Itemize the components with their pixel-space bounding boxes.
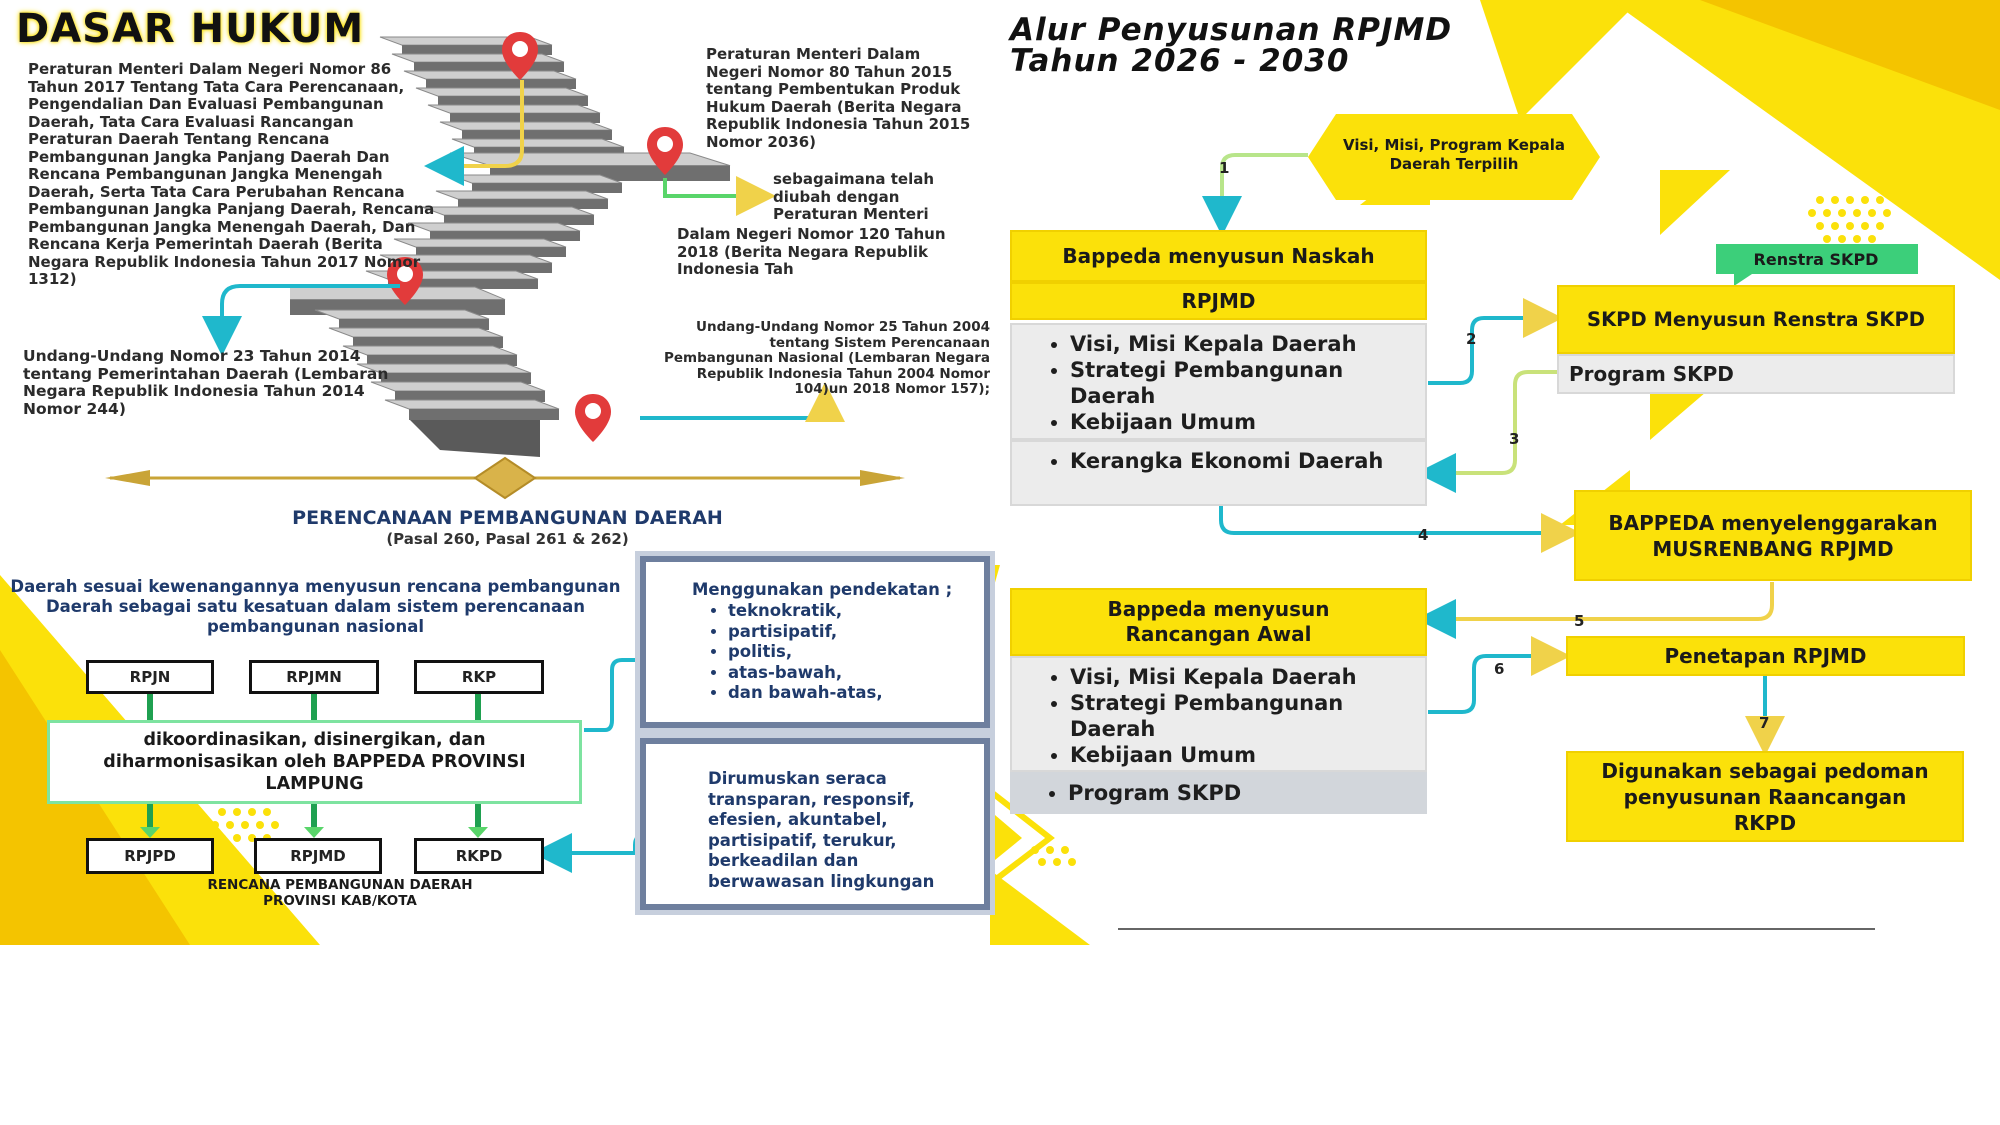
alur-title-line-2: Tahun 2026 - 2030 <box>1010 43 1350 79</box>
program-skpd-box: Program SKPD <box>1557 354 1955 394</box>
naskah-extra-item: Kerangka Ekonomi Daerah <box>1070 448 1425 474</box>
location-pin-icon <box>502 32 538 80</box>
law-amendment-intro: sebagaimana telah diubah dengan Peratura… <box>773 170 935 223</box>
law-uu-25-2004: Undang-Undang Nomor 25 Tahun 2004 tentan… <box>663 319 990 397</box>
approach-item: teknokratik, <box>728 601 984 622</box>
naskah-item: Kebijaan Umum <box>1070 409 1425 435</box>
left-connectors <box>140 80 845 873</box>
renstra-tag-shape <box>1716 244 1918 286</box>
location-pin-icon <box>575 394 611 442</box>
coordination-box: dikoordinasikan, disinergikan, dan dihar… <box>47 720 582 804</box>
digunakan-box: Digunakan sebagai pedoman penyusunan Raa… <box>1566 751 1964 842</box>
step-5-number: 5 <box>1574 612 1585 630</box>
approach-item: politis, <box>728 642 984 663</box>
naskah-rpjmd: RPJMD <box>1010 282 1427 320</box>
staircase-illustration <box>290 36 731 457</box>
naskah-item: Strategi Pembangunan Daerah <box>1070 357 1425 409</box>
law-uu-23-2014: Undang-Undang Nomor 23 Tahun 2014 tentan… <box>23 347 389 418</box>
step-4-number: 4 <box>1418 526 1429 544</box>
step-7-number: 7 <box>1759 714 1770 732</box>
rancangan-content: Visi, Misi Kepala Daerah Strategi Pemban… <box>1010 656 1427 772</box>
renstra-tag: Renstra SKPD <box>1753 250 1879 269</box>
rancangan-item: Kebijaan Umum <box>1070 742 1425 768</box>
box-rpjpd: RPJPD <box>86 838 214 874</box>
skpd-box: SKPD Menyusun Renstra SKPD <box>1557 285 1955 354</box>
approach-title: Menggunakan pendekatan ; <box>692 580 953 599</box>
box-rkp: RKP <box>414 660 544 694</box>
rancangan-extra-item: Program SKPD <box>1068 780 1427 806</box>
naskah-item: Visi, Misi Kepala Daerah <box>1070 331 1425 357</box>
approach-item: dan bawah-atas, <box>728 683 984 704</box>
law-amendment-detail: Dalam Negeri Nomor 120 Tahun 2018 (Berit… <box>677 225 946 278</box>
principles-text: Dirumuskan seraca transparan, responsif,… <box>708 769 935 891</box>
naskah-content: Visi, Misi Kepala Daerah Strategi Pemban… <box>1010 323 1427 440</box>
visi-hexagon-shape <box>1308 114 1600 200</box>
perencanaan-subtitle: (Pasal 260, Pasal 261 & 262) <box>386 530 629 548</box>
approach-list: teknokratik, partisipatif, politis, atas… <box>698 601 984 704</box>
alur-title: Alur Penyusunan RPJMD Tahun 2026 - 2030 <box>1010 15 1452 77</box>
box-rpjmd: RPJMD <box>254 838 382 874</box>
box-rpjn: RPJN <box>86 660 214 694</box>
rencana-caption-line-1: RENCANA PEMBANGUNAN DAERAH <box>207 877 473 893</box>
alur-title-line-1: Alur Penyusunan RPJMD <box>1010 12 1453 48</box>
rencana-caption-line-2: PROVINSI KAB/KOTA <box>263 893 417 909</box>
perencanaan-title: PERENCANAAN PEMBANGUNAN DAERAH <box>292 507 723 529</box>
naskah-header: Bappeda menyusun Naskah <box>1010 230 1427 282</box>
step-2-number: 2 <box>1466 330 1477 348</box>
approach-box: Menggunakan pendekatan ; teknokratik, pa… <box>635 551 995 733</box>
rancangan-item: Visi, Misi Kepala Daerah <box>1070 664 1425 690</box>
rancangan-item: Strategi Pembangunan Daerah <box>1070 690 1425 742</box>
step-6-number: 6 <box>1494 660 1505 678</box>
location-pin-icon <box>387 257 423 305</box>
box-rkpd: RKPD <box>414 838 544 874</box>
step-1-number: 1 <box>1219 159 1230 177</box>
perencanaan-intro: Daerah sesuai kewenangannya menyusun ren… <box>10 577 621 636</box>
box-rpjmn: RPJMN <box>249 660 379 694</box>
approach-item: partisipatif, <box>728 622 984 643</box>
musrenbang-box: BAPPEDA menyelenggarakan MUSRENBANG RPJM… <box>1574 490 1972 581</box>
rancangan-extra: Program SKPD <box>1010 772 1427 814</box>
location-pin-icon <box>647 127 683 175</box>
dasar-hukum-title: DASAR HUKUM <box>16 6 365 52</box>
step-3-number: 3 <box>1509 430 1520 448</box>
law-permendagri-86: Peraturan Menteri Dalam Negeri Nomor 86 … <box>28 60 435 288</box>
approach-item: atas-bawah, <box>728 663 984 684</box>
principles-box: Dirumuskan seraca transparan, responsif,… <box>635 733 995 915</box>
naskah-extra: Kerangka Ekonomi Daerah <box>1010 440 1427 506</box>
flow-connectors <box>1202 153 1785 756</box>
rencana-caption: RENCANA PEMBANGUNAN DAERAH PROVINSI KAB/… <box>130 877 550 909</box>
penetapan-box: Penetapan RPJMD <box>1566 636 1965 676</box>
rancangan-header: Bappeda menyusun Rancangan Awal <box>1010 588 1427 656</box>
visi-box: Visi, Misi, Program Kepala Daerah Terpil… <box>1343 136 1565 173</box>
law-permendagri-80: Peraturan Menteri Dalam Negeri Nomor 80 … <box>706 45 971 151</box>
